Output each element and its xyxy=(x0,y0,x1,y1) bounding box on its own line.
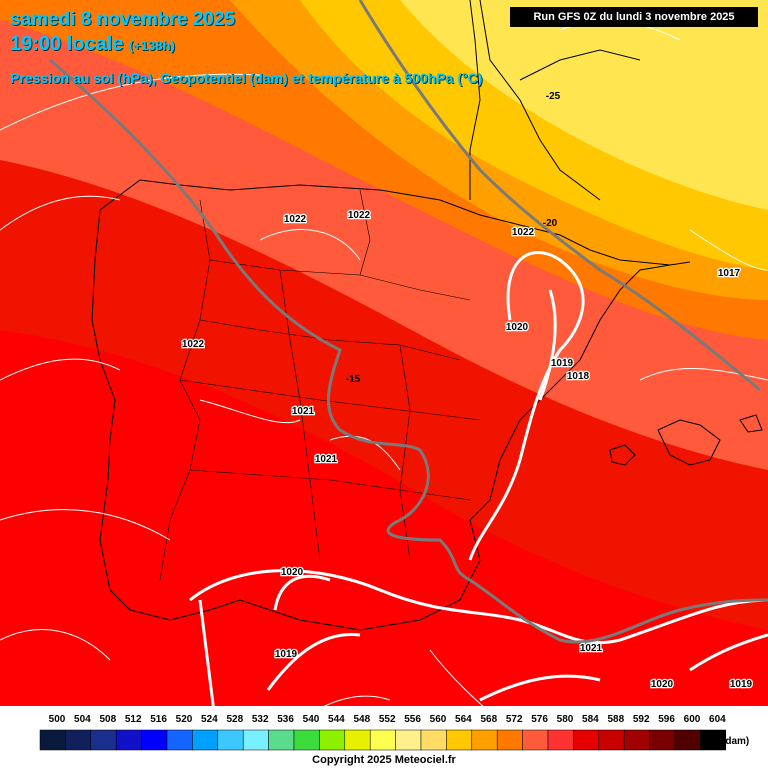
legend-value: 588 xyxy=(607,714,625,725)
legend-swatch xyxy=(395,729,422,751)
forecast-time: 19:00 locale (+138h) xyxy=(10,33,175,55)
legend-value: 604 xyxy=(709,714,726,725)
legend-swatch xyxy=(166,729,193,751)
isobar-label: 1022 xyxy=(512,227,535,238)
run-info: Run GFS 0Z du lundi 3 novembre 2025 xyxy=(510,7,758,27)
isobar-labels: 1022 1022 1022 1022 1021 1021 1020 1020 … xyxy=(181,209,754,692)
legend-value: 596 xyxy=(658,714,675,725)
copyright: Copyright 2025 Meteociel.fr xyxy=(312,754,456,766)
isobar-label: 1021 xyxy=(315,454,338,465)
legend-bar xyxy=(39,729,727,751)
temperature-label: -15 xyxy=(346,374,361,385)
legend-unit: (dam) xyxy=(722,736,750,747)
legend-swatch xyxy=(496,729,523,751)
isobar-label: 1020 xyxy=(281,567,304,578)
legend-swatch xyxy=(420,729,447,751)
legend-value: 528 xyxy=(226,714,244,725)
forecast-date: samedi 8 novembre 2025 xyxy=(10,9,235,30)
legend-value: 600 xyxy=(683,714,701,725)
legend-value: 544 xyxy=(328,714,345,725)
legend-swatch xyxy=(369,729,396,751)
legend-swatch xyxy=(344,729,371,751)
isobar-label: 1017 xyxy=(718,268,741,279)
legend-swatch xyxy=(598,729,625,751)
legend-swatch xyxy=(242,729,269,751)
legend-swatch xyxy=(192,729,219,751)
isobar-label: 1019 xyxy=(275,649,298,660)
legend-value: 560 xyxy=(429,714,447,725)
legend-swatch xyxy=(141,729,168,751)
legend-swatch xyxy=(90,729,117,751)
isobar-label: 1019 xyxy=(551,358,574,369)
legend-swatch xyxy=(547,729,574,751)
legend-swatch xyxy=(115,729,142,751)
temperature-label: -20 xyxy=(543,218,558,229)
isobar-label: 1018 xyxy=(567,371,590,382)
legend-swatch xyxy=(700,729,727,751)
legend-value: 580 xyxy=(556,714,574,725)
legend-value: 500 xyxy=(48,714,66,725)
legend-value: 524 xyxy=(201,714,218,725)
legend-value: 508 xyxy=(99,714,117,725)
legend-value: 504 xyxy=(74,714,91,725)
temperature-labels: -25 -20 -15 xyxy=(346,91,561,385)
legend-value: 552 xyxy=(378,714,396,725)
legend-swatch xyxy=(446,729,473,751)
isobar-label: 1021 xyxy=(580,643,603,654)
isobar-label: 1020 xyxy=(506,322,529,333)
legend-value: 576 xyxy=(531,714,548,725)
temperature-lines xyxy=(49,0,768,644)
map-subtitle: Pression au sol (hPa), Geopotentiel (dam… xyxy=(10,70,483,86)
isobar-label: 1022 xyxy=(348,210,371,221)
forecast-lead: (+138h) xyxy=(128,38,175,53)
temperature-label: -25 xyxy=(546,91,561,102)
isobar-label: 1020 xyxy=(651,679,674,690)
legend-swatch xyxy=(623,729,650,751)
legend-swatch xyxy=(293,729,320,751)
legend-value: 548 xyxy=(353,714,371,725)
legend-swatch xyxy=(268,729,295,751)
legend-value: 564 xyxy=(455,714,472,725)
band-560 xyxy=(400,0,768,210)
legend-swatch xyxy=(674,729,701,751)
isobar-label: 1022 xyxy=(284,214,307,225)
legend-swatch xyxy=(471,729,498,751)
legend-value: 572 xyxy=(505,714,523,725)
legend-swatch xyxy=(217,729,244,751)
legend-value: 512 xyxy=(124,714,142,725)
legend-value: 532 xyxy=(251,714,269,725)
isobars xyxy=(189,251,768,721)
legend-swatch xyxy=(39,729,66,751)
legend-swatch xyxy=(65,729,92,751)
legend-swatch xyxy=(319,729,346,751)
coastlines xyxy=(91,0,763,631)
legend-value: 516 xyxy=(150,714,167,725)
legend-swatch xyxy=(522,729,549,751)
legend-value: 568 xyxy=(480,714,498,725)
legend-value: 536 xyxy=(277,714,294,725)
legend-swatch xyxy=(649,729,676,751)
isobar-label: 1021 xyxy=(292,406,315,417)
legend-value: 556 xyxy=(404,714,421,725)
isobar-label: 1022 xyxy=(182,339,205,350)
legend-value: 592 xyxy=(632,714,650,725)
legend-value: 584 xyxy=(582,714,599,725)
legend-swatch xyxy=(573,729,600,751)
isobar-label: 1019 xyxy=(730,679,753,690)
legend-value: 540 xyxy=(302,714,320,725)
legend-value: 520 xyxy=(175,714,193,725)
